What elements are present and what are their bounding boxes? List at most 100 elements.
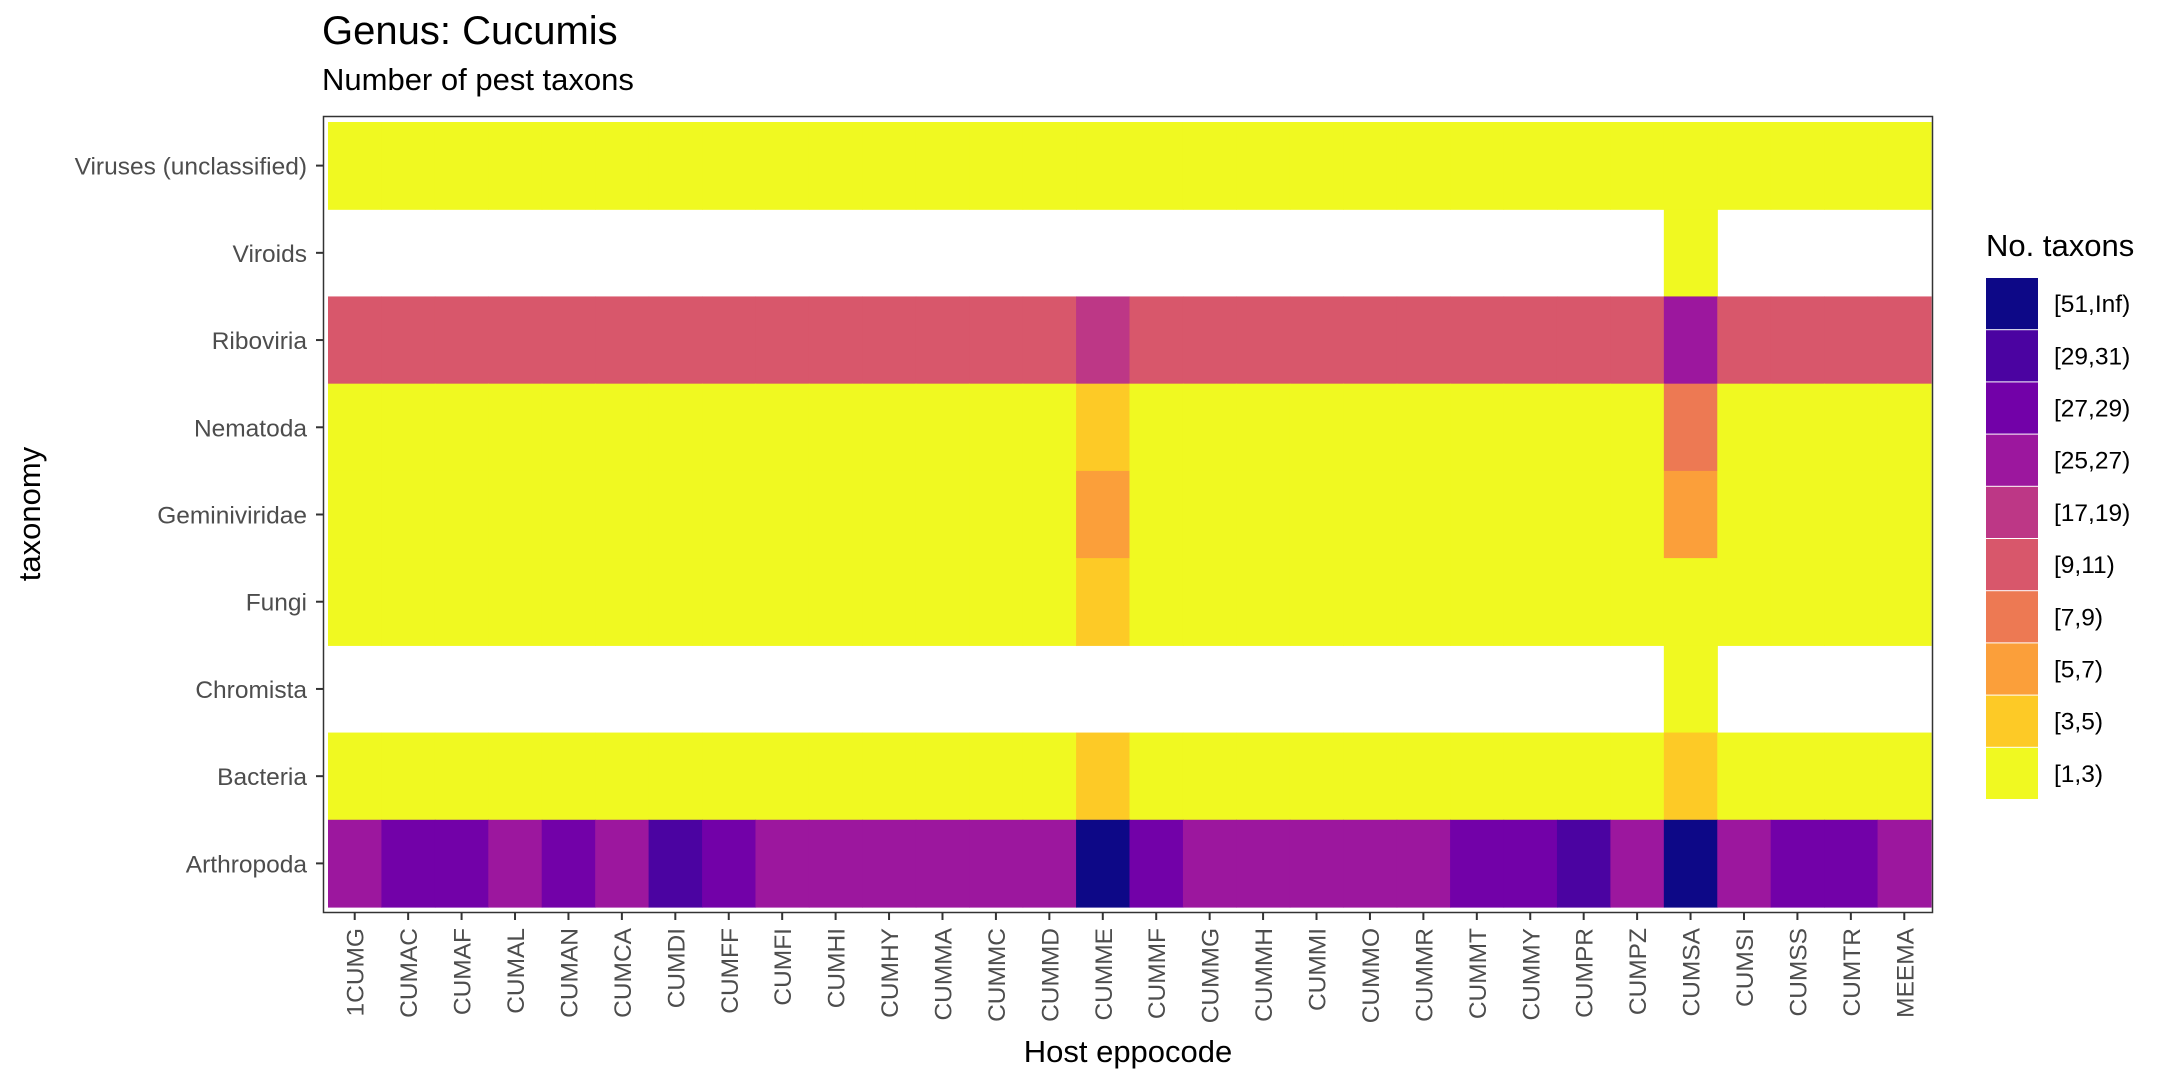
heatmap-cell xyxy=(862,296,917,385)
legend-key xyxy=(1986,747,2038,799)
heatmap-cell xyxy=(648,383,703,472)
heatmap-cell xyxy=(1770,470,1825,559)
heatmap-cell xyxy=(1129,470,1184,559)
legend-key xyxy=(1986,278,2038,330)
legend-key xyxy=(1986,486,2038,538)
heatmap-cell xyxy=(1556,383,1611,472)
heatmap-cell xyxy=(328,732,383,821)
heatmap-cell xyxy=(1877,470,1932,559)
heatmap-cell xyxy=(1450,383,1505,472)
heatmap-cell xyxy=(488,470,543,559)
heatmap-cell xyxy=(862,819,917,908)
y-tick-label: Viroids xyxy=(233,241,307,268)
heatmap-cell xyxy=(1503,122,1558,210)
heatmap-cell xyxy=(381,732,436,821)
heatmap-cell xyxy=(1289,122,1344,210)
heatmap-cell xyxy=(1396,558,1451,646)
x-tick-label: CUMMI xyxy=(1305,928,1332,1011)
heatmap-cell xyxy=(381,383,436,472)
heatmap-cell xyxy=(1076,470,1131,559)
heatmap-cell xyxy=(434,470,489,559)
heatmap-cell xyxy=(1182,470,1237,559)
heatmap-cell xyxy=(1396,732,1451,821)
heatmap-cell xyxy=(1663,558,1718,646)
heatmap-cell xyxy=(1770,732,1825,821)
heatmap-cell xyxy=(1022,819,1077,908)
heatmap-cell xyxy=(755,470,810,559)
heatmap-cell xyxy=(1450,122,1505,210)
heatmap-cell xyxy=(1396,819,1451,908)
heatmap-cell xyxy=(702,296,757,385)
heatmap-cell xyxy=(541,122,596,210)
chart-subtitle: Number of pest taxons xyxy=(322,62,634,97)
heatmap-cell xyxy=(488,732,543,821)
heatmap-cell xyxy=(1396,383,1451,472)
heatmap-cell xyxy=(488,383,543,472)
heatmap-cell xyxy=(862,558,917,646)
heatmap-cell xyxy=(328,470,383,559)
heatmap-cell xyxy=(1824,558,1879,646)
heatmap-cell xyxy=(702,558,757,646)
heatmap-cell xyxy=(1343,383,1398,472)
heatmap-cell xyxy=(1450,296,1505,385)
heatmap-cell xyxy=(755,558,810,646)
heatmap-cell xyxy=(1129,122,1184,210)
heatmap-cell xyxy=(1129,819,1184,908)
legend-label: [17,19) xyxy=(2054,500,2130,527)
x-tick-label: CUMSA xyxy=(1679,927,1706,1016)
heatmap-cell xyxy=(1663,296,1718,385)
heatmap-cell xyxy=(915,296,970,385)
heatmap-cell xyxy=(1182,558,1237,646)
heatmap-cell xyxy=(1076,383,1131,472)
heatmap-cell xyxy=(328,296,383,385)
heatmap-cell xyxy=(488,296,543,385)
heatmap-cell xyxy=(1503,558,1558,646)
heatmap-cell xyxy=(862,383,917,472)
heatmap-cell xyxy=(595,732,650,821)
heatmap-cell xyxy=(755,122,810,210)
heatmap-cell xyxy=(434,296,489,385)
x-tick-label: CUMME xyxy=(1091,928,1118,1021)
x-tick-label: CUMMT xyxy=(1465,928,1492,1019)
heatmap-cell xyxy=(434,732,489,821)
heatmap-cell xyxy=(755,296,810,385)
heatmap-cell xyxy=(1877,296,1932,385)
y-tick-label: Nematoda xyxy=(194,415,307,442)
x-tick-label: CUMMR xyxy=(1411,928,1438,1022)
y-tick-label: Fungi xyxy=(246,590,307,617)
heatmap-cell xyxy=(1343,122,1398,210)
heatmap-cell xyxy=(1022,732,1077,821)
heatmap-cell xyxy=(702,122,757,210)
heatmap-cell xyxy=(1824,383,1879,472)
plot-panel-border xyxy=(322,115,1934,914)
heatmap-cell xyxy=(1182,819,1237,908)
x-tick-label: CUMHY xyxy=(877,928,904,1018)
legend-key xyxy=(1986,643,2038,695)
heatmap-cell xyxy=(1076,558,1131,646)
heatmap-cell xyxy=(915,122,970,210)
heatmap-cell xyxy=(1076,296,1131,385)
legend-label: [7,9) xyxy=(2054,604,2103,631)
heatmap-cell xyxy=(1396,470,1451,559)
x-tick-label: CUMTR xyxy=(1839,928,1866,1016)
heatmap-cell xyxy=(1343,732,1398,821)
heatmap-cell xyxy=(488,558,543,646)
heatmap-cell xyxy=(648,558,703,646)
heatmap-cell xyxy=(488,122,543,210)
heatmap-cell xyxy=(969,470,1024,559)
x-tick-label: CUMHI xyxy=(824,928,851,1008)
heatmap-cell xyxy=(702,470,757,559)
legend-label: [3,5) xyxy=(2054,709,2103,736)
heatmap-cell xyxy=(969,558,1024,646)
heatmap-cell xyxy=(1396,122,1451,210)
heatmap-cell xyxy=(434,383,489,472)
heatmap-cell xyxy=(969,819,1024,908)
x-tick-label: MEEMA xyxy=(1892,927,1919,1018)
heatmap-cell xyxy=(1289,558,1344,646)
heatmap-cell xyxy=(541,296,596,385)
legend-key xyxy=(1986,695,2038,747)
heatmap-cell xyxy=(595,122,650,210)
heatmap-cell xyxy=(381,558,436,646)
heatmap-cell xyxy=(1877,122,1932,210)
